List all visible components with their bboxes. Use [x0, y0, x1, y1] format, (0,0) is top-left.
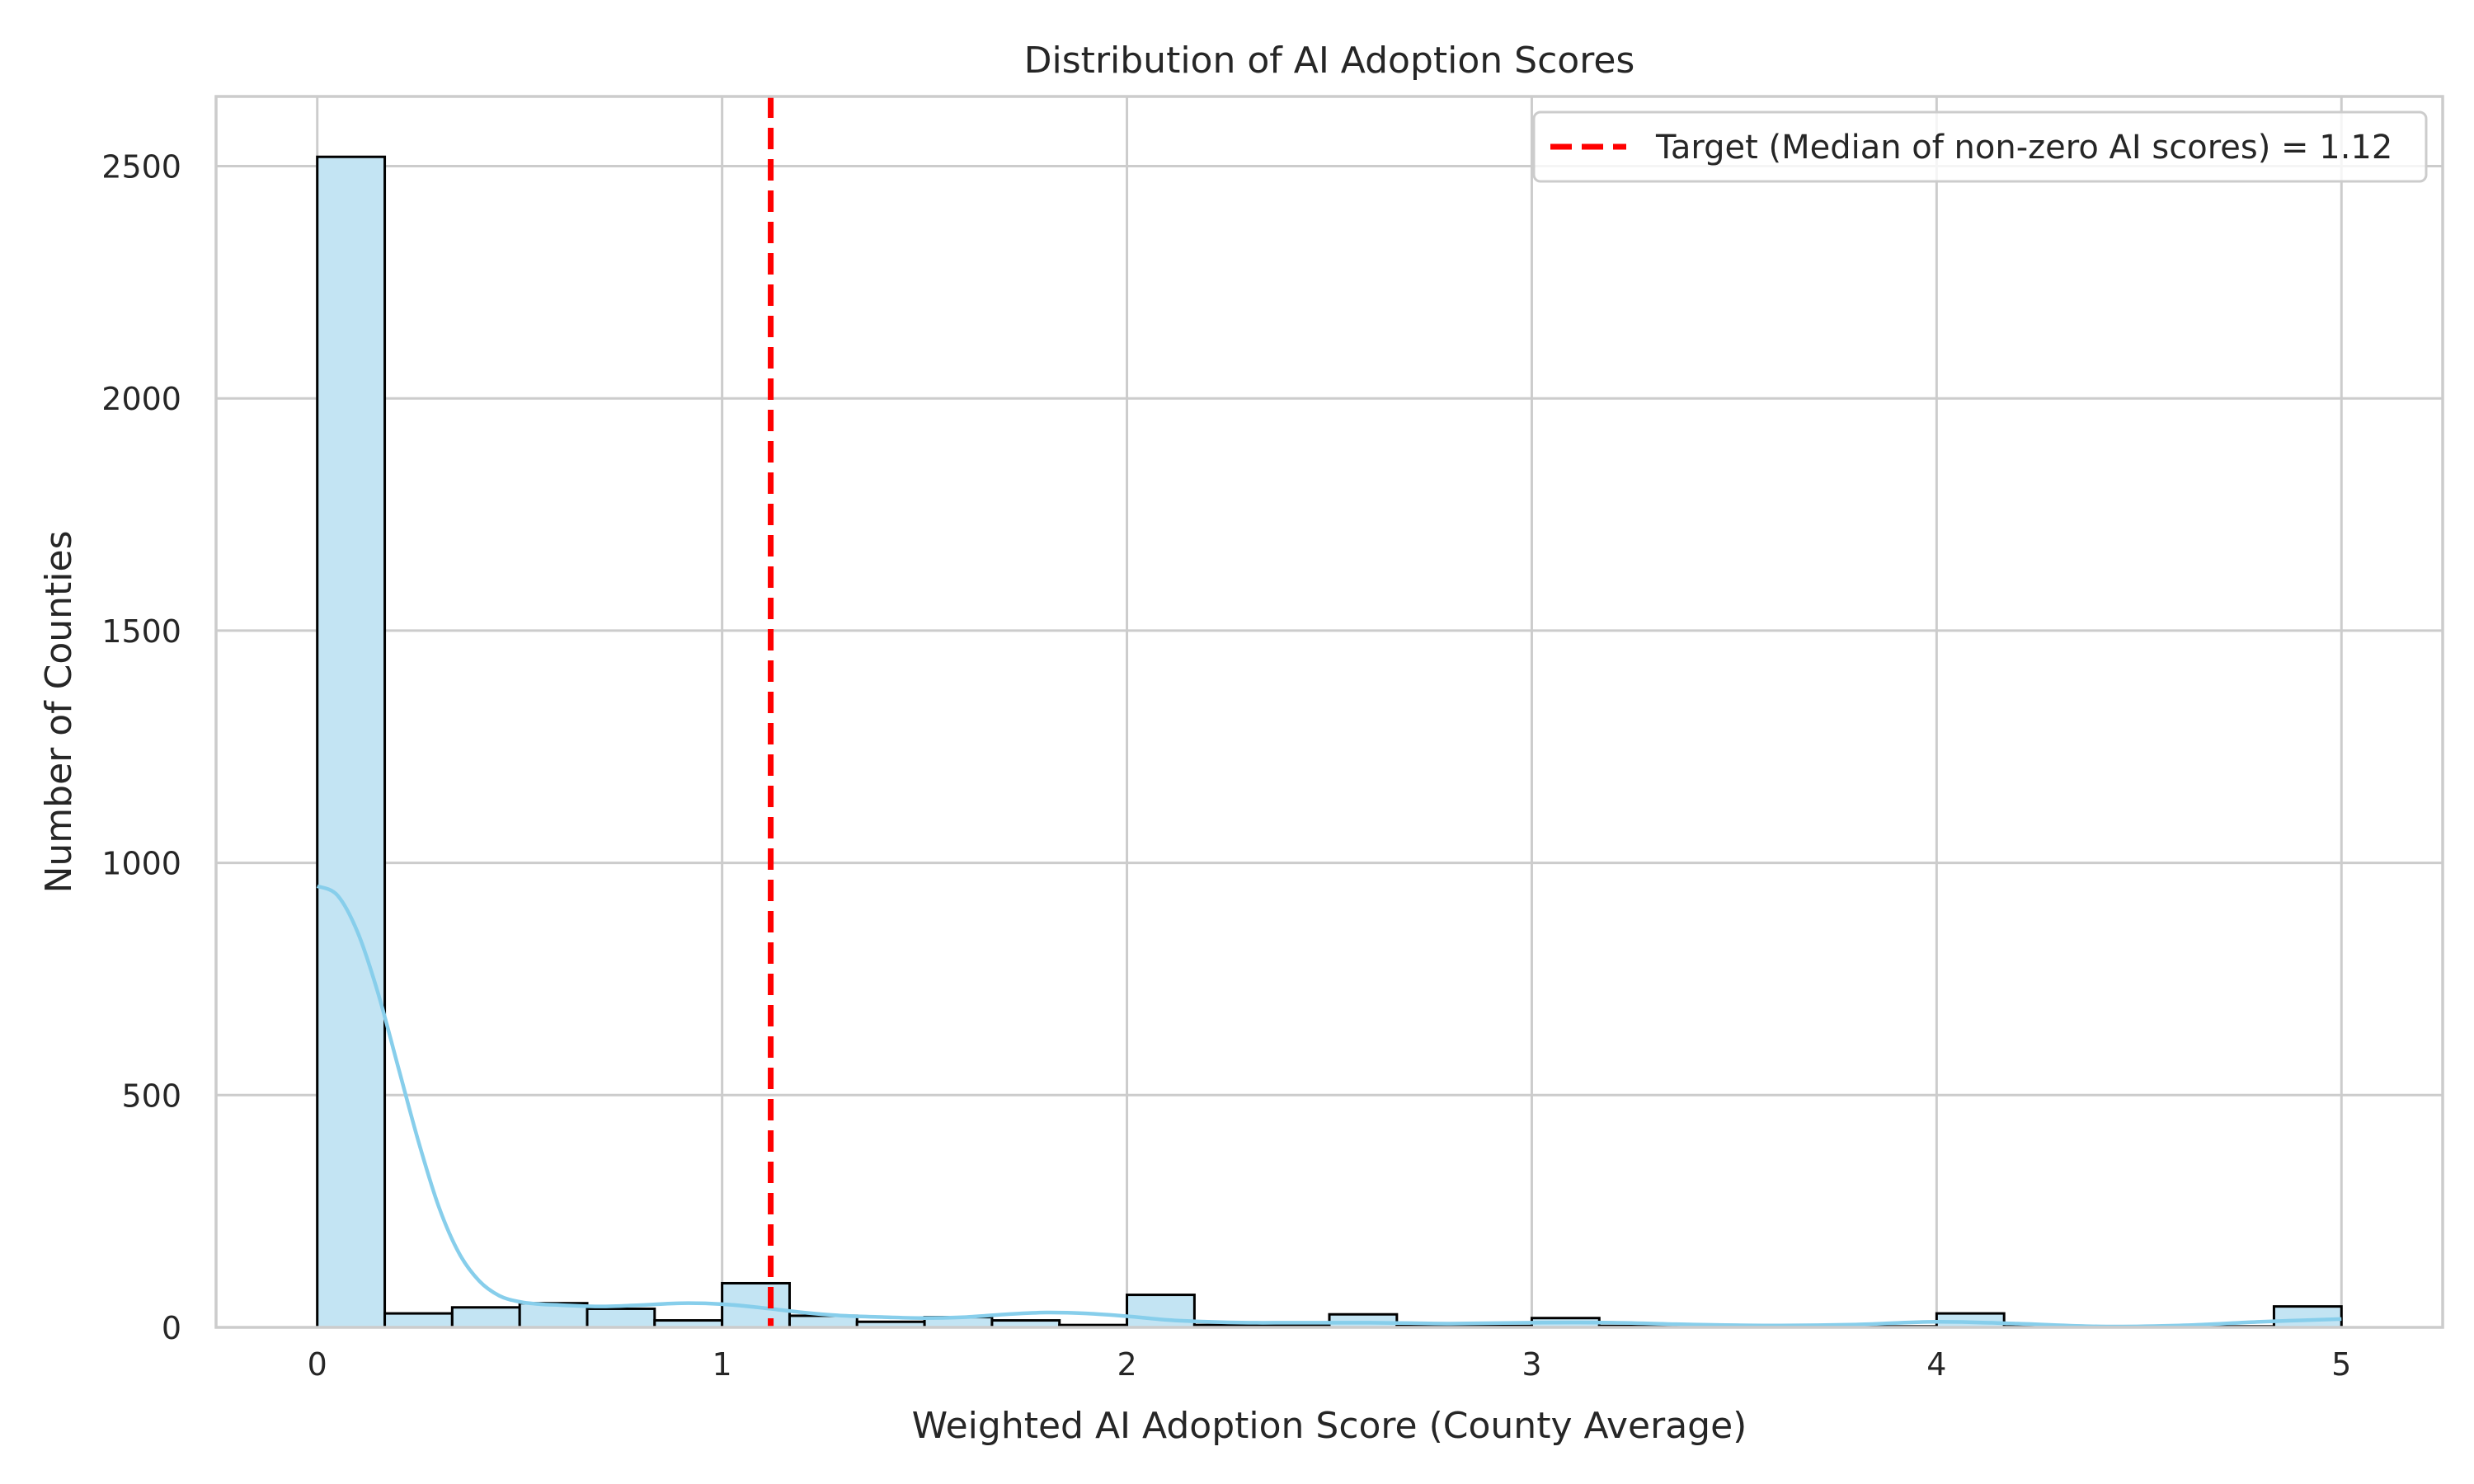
x-axis-label: Weighted AI Adoption Score (County Avera…: [912, 1405, 1747, 1447]
x-tick-label: 5: [2331, 1346, 2351, 1383]
histogram-bar: [450, 1306, 521, 1329]
x-tick-labels: 0 1 2 3 4 5: [308, 1346, 2352, 1383]
x-tick-label: 4: [1926, 1346, 1946, 1383]
y-tick-labels: 0 500 1000 1500 2000 2500: [101, 149, 181, 1346]
histogram-bar: [316, 155, 387, 1329]
histogram-bar: [586, 1307, 656, 1329]
x-tick-label: 3: [1522, 1346, 1541, 1383]
y-tick-label: 1500: [101, 613, 181, 650]
legend: Target (Median of non-zero AI scores) = …: [1532, 110, 2428, 183]
y-tick-label: 1000: [101, 846, 181, 882]
histogram-bar: [2272, 1305, 2343, 1329]
x-tick-label: 2: [1117, 1346, 1136, 1383]
legend-box: [1532, 110, 2428, 183]
y-tick-label: 0: [162, 1310, 181, 1346]
plot-area: [216, 96, 2443, 1327]
axes-frame: [214, 95, 2444, 1329]
legend-label-target: Target (Median of non-zero AI scores) = …: [1655, 129, 2392, 167]
y-tick-label: 2500: [101, 149, 181, 186]
x-tick-label: 0: [308, 1346, 327, 1383]
y-tick-label: 2000: [101, 381, 181, 417]
y-axis-label: Number of Counties: [38, 530, 80, 893]
kde-curve: [316, 884, 2342, 1329]
y-tick-label: 500: [121, 1078, 181, 1114]
histogram-bar: [383, 1312, 454, 1329]
x-tick-label: 1: [713, 1346, 732, 1383]
chart-title: Distribution of AI Adoption Scores: [1024, 40, 1635, 82]
